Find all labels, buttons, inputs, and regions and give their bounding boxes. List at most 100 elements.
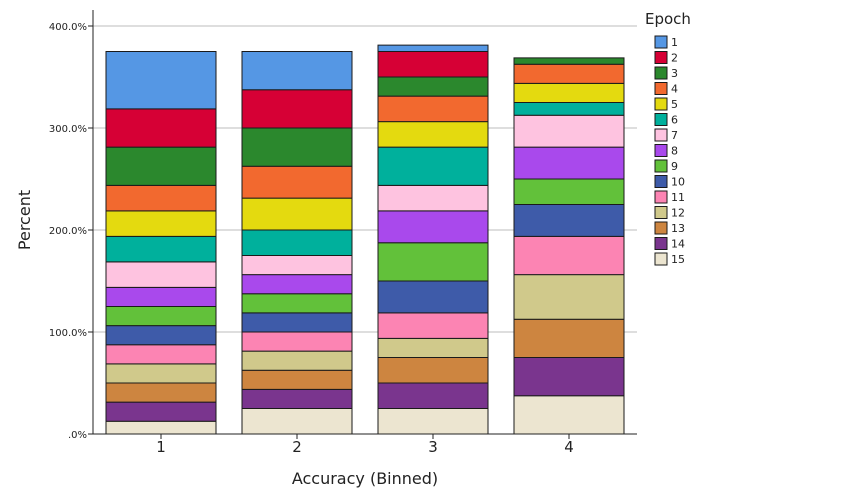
bar-segment-cat2-epoch4	[241, 165, 353, 199]
bar-segment-cat3-epoch12	[377, 337, 489, 358]
legend-label-2: 2	[671, 52, 678, 65]
bar-segment-cat1-epoch11	[105, 344, 217, 365]
legend-label-4: 4	[671, 83, 678, 96]
bar-segment-cat4-epoch9	[513, 178, 625, 205]
legend-label-13: 13	[671, 222, 685, 235]
legend-label-15: 15	[671, 253, 685, 266]
bar-segment-cat1-epoch15	[105, 420, 217, 435]
y-tick-label-0: .0%	[68, 430, 87, 441]
bar-segment-cat3-epoch8	[377, 210, 489, 244]
bar-segment-cat2-epoch7	[241, 255, 353, 276]
legend-swatch-15	[654, 252, 668, 266]
legend-label-7: 7	[671, 129, 678, 142]
x-tick-label-2: 2	[292, 438, 302, 456]
y-tick-label-3: 300.0%	[49, 124, 87, 135]
bar-segment-cat2-epoch3	[241, 127, 353, 167]
legend-swatch-6	[654, 113, 668, 126]
bar-segment-cat3-epoch5	[377, 121, 489, 148]
legend-label-3: 3	[671, 67, 678, 80]
bar-segment-cat1-epoch5	[105, 210, 217, 237]
legend-swatch-9	[654, 159, 668, 173]
bar-segment-cat3-epoch10	[377, 280, 489, 314]
bar-segment-cat4-epoch15	[513, 395, 625, 435]
bars	[105, 44, 625, 435]
y-tick-label-4: 400.0%	[49, 22, 87, 33]
bar-segment-cat1-epoch14	[105, 401, 217, 422]
x-axis-title: Accuracy (Binned)	[292, 469, 438, 488]
legend-swatch-3	[654, 66, 668, 80]
legend-label-14: 14	[671, 238, 685, 251]
legend-label-9: 9	[671, 160, 678, 173]
bar-segment-cat4-epoch11	[513, 235, 625, 276]
bar-segment-cat4-epoch10	[513, 204, 625, 237]
bar-segment-cat3-epoch7	[377, 184, 489, 212]
legend-swatch-13	[654, 221, 668, 235]
y-tick-labels: .0% 100.0% 200.0% 300.0% 400.0%	[49, 22, 93, 441]
bar-segment-cat4-epoch3	[513, 57, 625, 65]
bar-segment-cat1-epoch2	[105, 108, 217, 148]
bar-segment-cat1-epoch6	[105, 235, 217, 263]
legend-swatch-14	[654, 237, 668, 250]
bar-segment-cat3-epoch11	[377, 312, 489, 339]
x-tick-labels: 1 2 3 4	[156, 434, 574, 456]
bar-segment-cat2-epoch14	[241, 388, 353, 409]
bar-segment-cat3-epoch3	[377, 76, 489, 97]
legend-swatch-1	[654, 35, 668, 49]
bar-segment-cat1-epoch12	[105, 363, 217, 384]
bar-segment-cat4-epoch5	[513, 82, 625, 103]
y-tick-label-2: 200.0%	[49, 226, 87, 237]
legend-swatch-2	[654, 51, 668, 64]
legend-swatch-8	[654, 144, 668, 157]
bar-segment-cat4-epoch6	[513, 102, 625, 116]
bar-segment-cat3-epoch4	[377, 95, 489, 123]
legend-swatch-5	[654, 97, 668, 111]
bar-segment-cat2-epoch5	[241, 197, 353, 231]
legend-label-11: 11	[671, 191, 685, 204]
bar-segment-cat3-epoch9	[377, 242, 489, 282]
bar-segment-cat1-epoch1	[105, 51, 217, 110]
bar-segment-cat2-epoch1	[241, 51, 353, 91]
legend-label-10: 10	[671, 176, 685, 189]
legend-label-8: 8	[671, 145, 678, 158]
bar-segment-cat2-epoch2	[241, 89, 353, 129]
bar-segment-cat1-epoch8	[105, 286, 217, 307]
bar-segment-cat2-epoch11	[241, 331, 353, 352]
bar-segment-cat1-epoch10	[105, 325, 217, 346]
bar-segment-cat1-epoch4	[105, 184, 217, 212]
x-tick-label-1: 1	[156, 438, 166, 456]
bar-segment-cat2-epoch8	[241, 274, 353, 295]
y-axis-title: Percent	[15, 190, 34, 250]
bar-segment-cat4-epoch13	[513, 318, 625, 358]
bar-segment-cat4-epoch8	[513, 146, 625, 180]
legend-swatch-11	[654, 190, 668, 204]
bar-segment-cat2-epoch13	[241, 369, 353, 390]
legend-label-6: 6	[671, 114, 678, 127]
bar-segment-cat4-epoch4	[513, 63, 625, 84]
bar-segment-cat2-epoch6	[241, 229, 353, 256]
bar-segment-cat1-epoch9	[105, 306, 217, 327]
y-tick-label-1: 100.0%	[49, 328, 87, 339]
legend-swatch-4	[654, 82, 668, 95]
legend-label-1: 1	[671, 36, 678, 49]
legend-swatch-10	[654, 175, 668, 188]
bar-segment-cat1-epoch13	[105, 382, 217, 403]
bar-segment-cat3-epoch15	[377, 408, 489, 435]
bar-segment-cat1-epoch3	[105, 146, 217, 186]
legend-swatch-7	[654, 128, 668, 142]
axes	[92, 10, 637, 435]
bar-segment-cat4-epoch7	[513, 114, 625, 148]
legend-label-12: 12	[671, 207, 685, 220]
x-tick-label-3: 3	[428, 438, 438, 456]
bar-segment-cat2-epoch9	[241, 293, 353, 314]
bar-segment-cat2-epoch12	[241, 350, 353, 371]
bar-segment-cat3-epoch14	[377, 382, 489, 409]
bar-segment-cat4-epoch12	[513, 274, 625, 320]
bar-segment-cat2-epoch15	[241, 408, 353, 435]
legend-swatch-12	[654, 206, 668, 219]
bar-segment-cat1-epoch7	[105, 261, 217, 288]
bar-segment-cat3-epoch1	[377, 44, 489, 52]
bar-segment-cat3-epoch13	[377, 357, 489, 384]
bar-segment-cat2-epoch10	[241, 312, 353, 333]
